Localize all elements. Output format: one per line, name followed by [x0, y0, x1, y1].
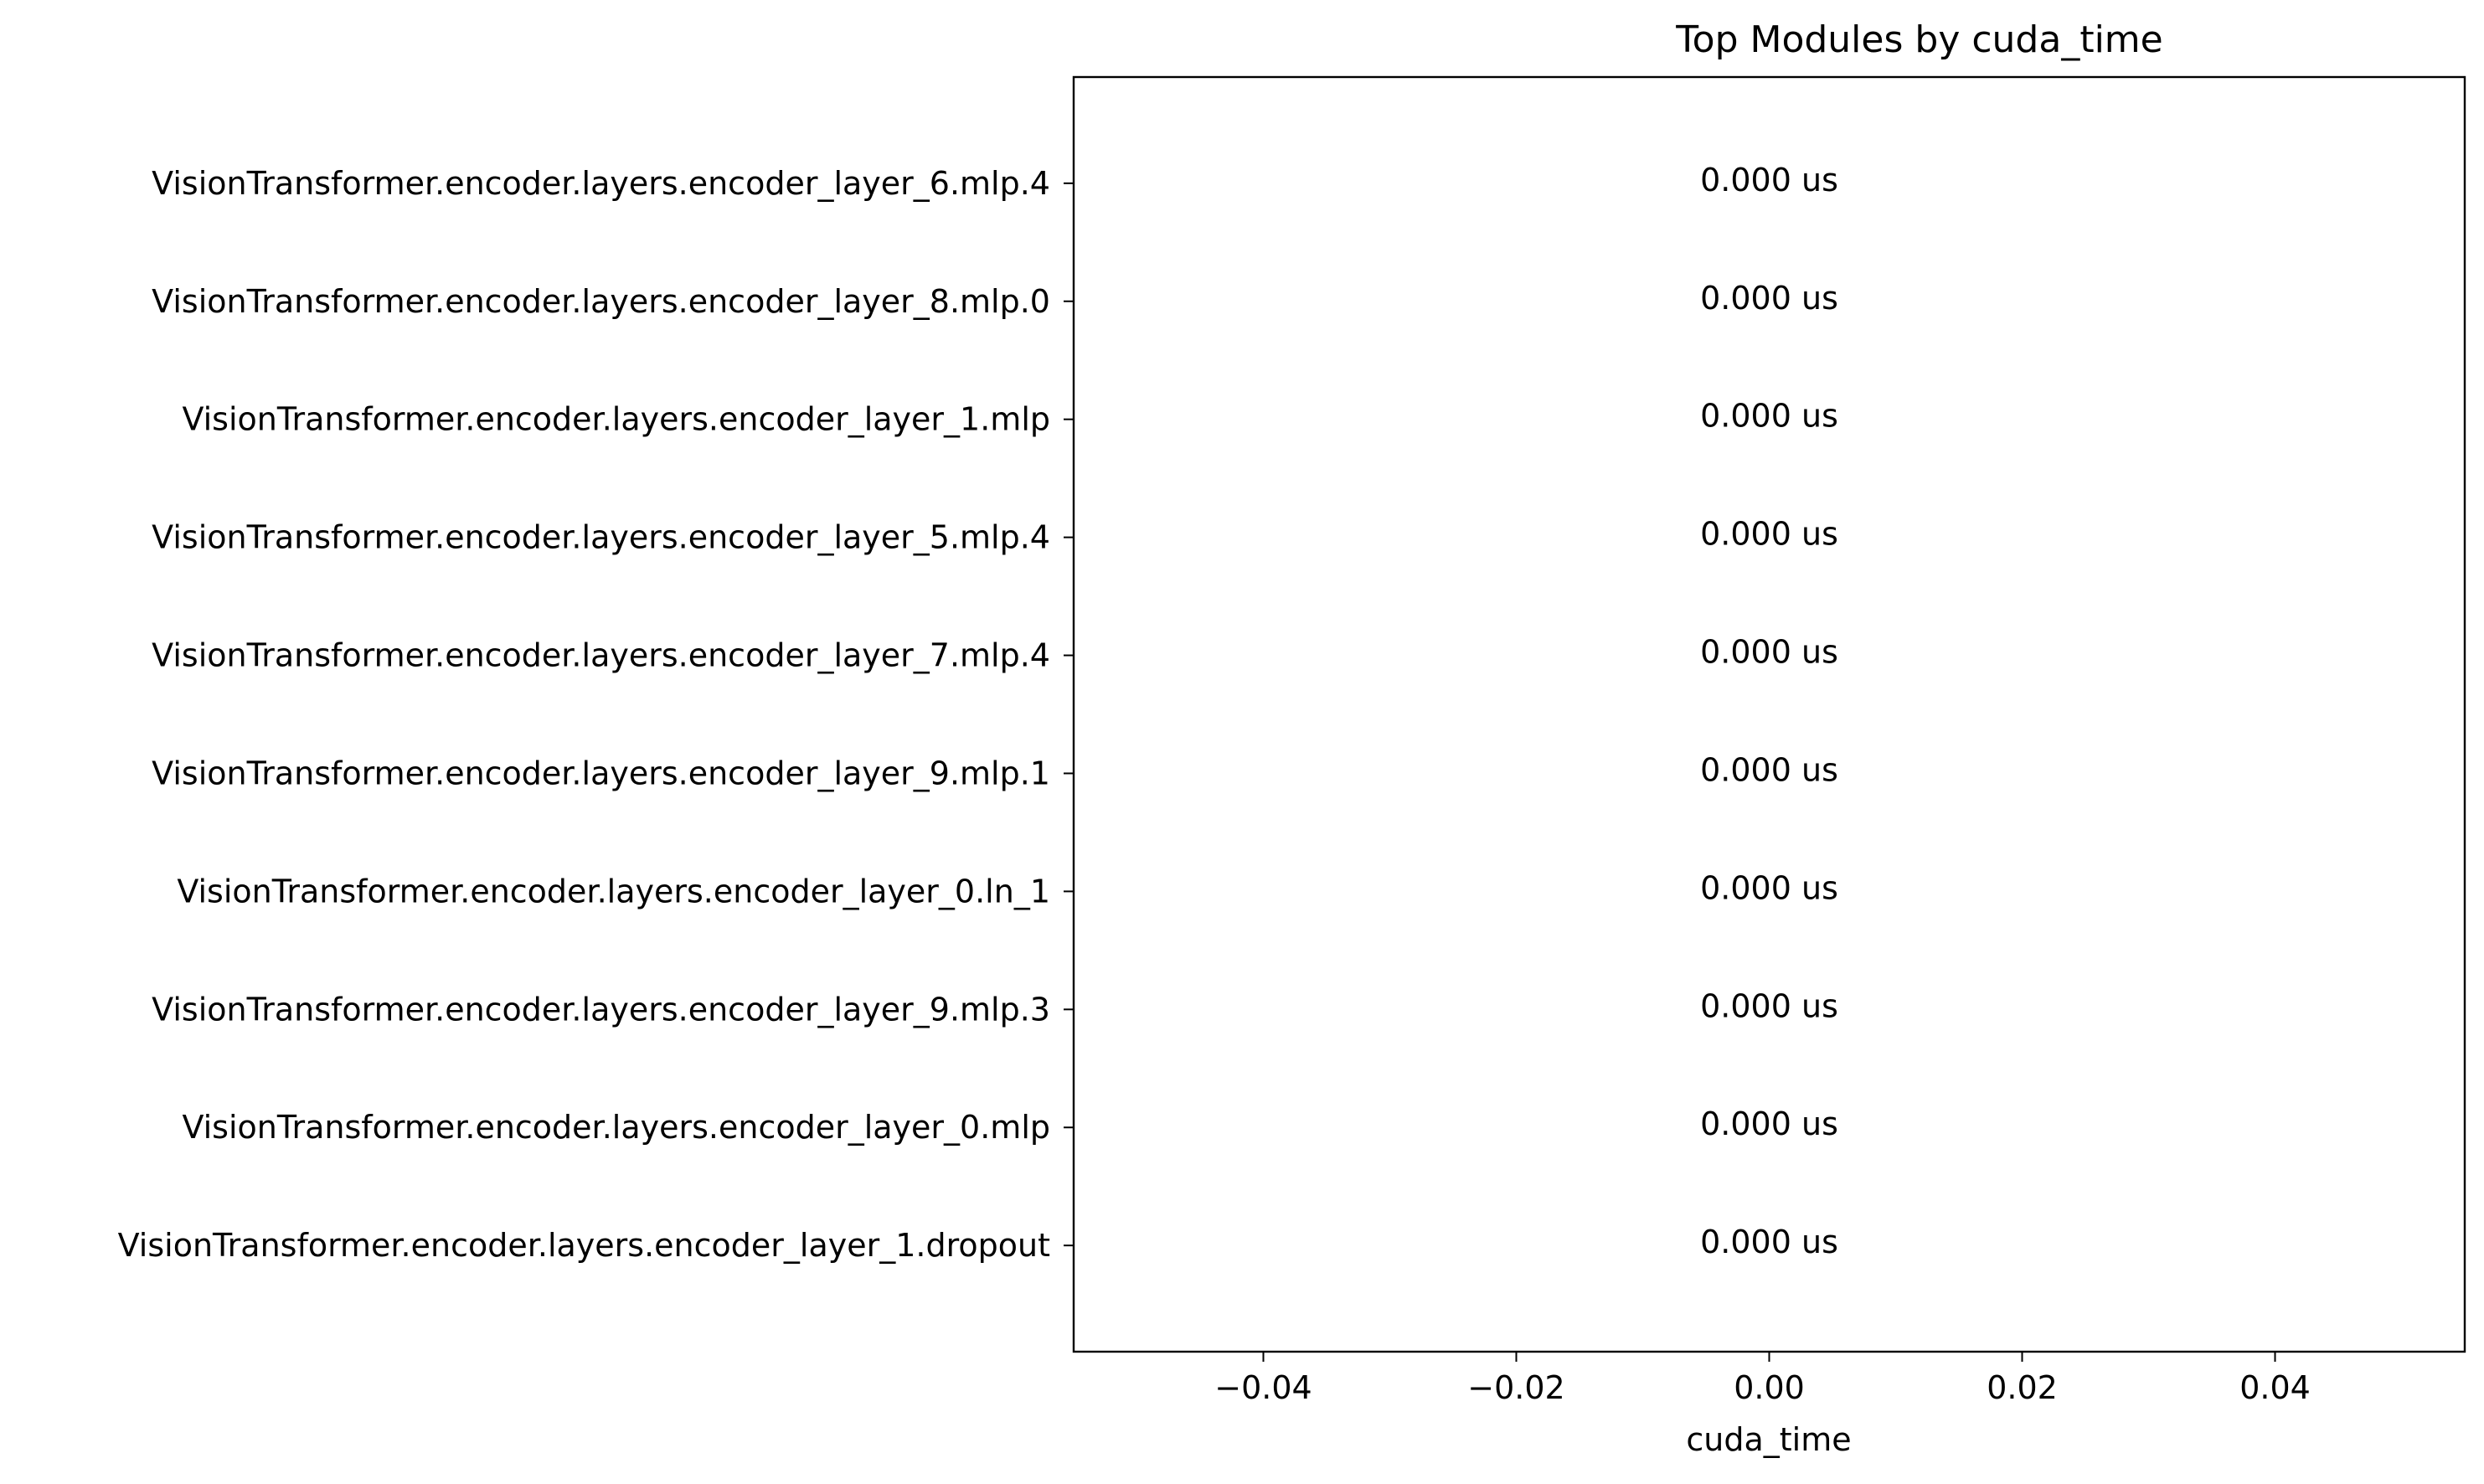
y-tick-label: VisionTransformer.encoder.layers.encoder… [152, 519, 1050, 556]
chart-title: Top Modules by cuda_time [1675, 18, 2162, 61]
y-tick-label: VisionTransformer.encoder.layers.encoder… [152, 283, 1050, 320]
x-tick-label: −0.04 [1214, 1369, 1312, 1406]
data-label: 0.000 us [1700, 1224, 1838, 1260]
y-tick-label: VisionTransformer.encoder.layers.encoder… [118, 1227, 1050, 1264]
x-axis-ticks: −0.04 −0.02 0.00 0.02 0.04 [1214, 1352, 2311, 1406]
data-label: 0.000 us [1700, 634, 1838, 671]
x-tick-label: −0.02 [1467, 1369, 1564, 1406]
data-label: 0.000 us [1700, 280, 1838, 317]
data-label: 0.000 us [1700, 987, 1838, 1024]
y-tick-label: VisionTransformer.encoder.layers.encoder… [177, 873, 1050, 909]
y-tick-label: VisionTransformer.encoder.layers.encoder… [152, 991, 1050, 1028]
x-tick-label: 0.02 [1987, 1369, 2058, 1406]
data-label: 0.000 us [1700, 1105, 1838, 1142]
data-label: 0.000 us [1700, 751, 1838, 788]
y-tick-label: VisionTransformer.encoder.layers.encoder… [152, 637, 1050, 674]
data-label: 0.000 us [1700, 398, 1838, 435]
y-axis-ticks: VisionTransformer.encoder.layers.encoder… [118, 165, 1074, 1264]
data-label: 0.000 us [1700, 162, 1838, 198]
x-tick-label: 0.00 [1734, 1369, 1805, 1406]
data-label: 0.000 us [1700, 869, 1838, 906]
x-tick-label: 0.04 [2239, 1369, 2311, 1406]
plot-area-frame [1072, 75, 2466, 1353]
y-tick-label: VisionTransformer.encoder.layers.encoder… [152, 755, 1050, 791]
data-labels-group: 0.000 us 0.000 us 0.000 us 0.000 us 0.000 us… [1700, 162, 1838, 1260]
y-tick-label: VisionTransformer.encoder.layers.encoder… [182, 1109, 1050, 1146]
x-axis-label: cuda_time [1686, 1421, 1851, 1458]
y-tick-label: VisionTransformer.encoder.layers.encoder… [152, 165, 1050, 202]
data-label: 0.000 us [1700, 516, 1838, 553]
y-tick-label: VisionTransformer.encoder.layers.encoder… [182, 401, 1050, 438]
